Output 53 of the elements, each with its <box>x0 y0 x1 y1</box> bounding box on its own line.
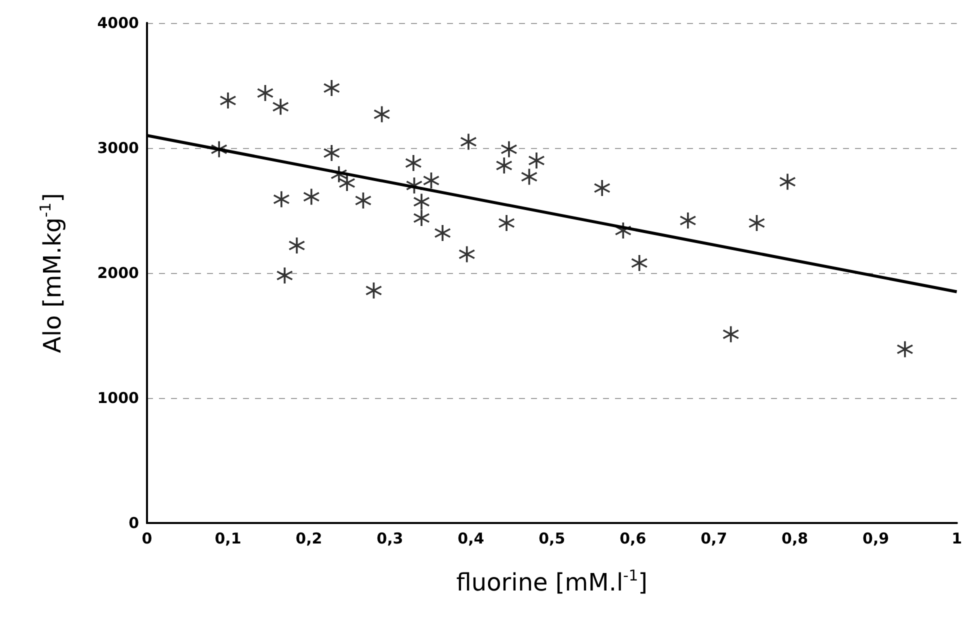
point <box>780 174 796 190</box>
point <box>521 168 538 185</box>
point <box>211 141 228 158</box>
point <box>220 92 236 108</box>
point <box>500 141 517 158</box>
point <box>896 341 913 358</box>
x-tick-label: 0,6 <box>620 530 646 548</box>
point <box>680 212 696 228</box>
point <box>405 155 422 171</box>
x-tick-label: 0 <box>142 530 152 548</box>
point <box>748 215 765 231</box>
point <box>324 145 340 161</box>
x-tick-label: 0,3 <box>376 530 404 548</box>
point <box>406 178 422 194</box>
x-tick-label: 0,7 <box>700 530 728 548</box>
x-tick-label: 0,1 <box>214 530 242 548</box>
point <box>355 192 372 208</box>
point <box>615 222 632 238</box>
point <box>339 175 356 191</box>
x-tick-label: 0,2 <box>296 530 322 548</box>
point <box>414 210 430 226</box>
point <box>324 80 340 96</box>
x-tick-label: 0,5 <box>538 530 566 548</box>
y-axis-title: Alo [mM.kg-1] <box>36 193 66 353</box>
point <box>272 98 289 115</box>
x-tick-label: 1 <box>952 530 962 548</box>
point <box>498 215 515 231</box>
point <box>423 172 440 188</box>
point <box>434 225 451 241</box>
point <box>458 246 475 262</box>
point <box>496 158 512 174</box>
x-tick-label: 0,8 <box>782 530 808 548</box>
point <box>374 106 390 122</box>
point <box>631 255 648 271</box>
y-tick-label: 1000 <box>97 389 139 407</box>
point <box>257 85 274 101</box>
point <box>288 238 305 254</box>
y-tick-label: 0 <box>128 514 139 532</box>
y-tick-label: 4000 <box>97 14 139 32</box>
point <box>303 188 320 205</box>
x-tick-label: 0,9 <box>862 530 890 548</box>
y-tick-label: 2000 <box>97 264 139 282</box>
point <box>528 152 545 168</box>
point <box>276 268 293 284</box>
y-tick-label: 3000 <box>97 139 139 157</box>
point <box>366 282 382 298</box>
point <box>594 180 610 196</box>
point <box>722 326 739 342</box>
point <box>330 166 347 182</box>
point <box>460 134 476 150</box>
point <box>273 191 290 208</box>
x-tick-label: 0,4 <box>458 530 484 548</box>
point <box>414 194 430 210</box>
